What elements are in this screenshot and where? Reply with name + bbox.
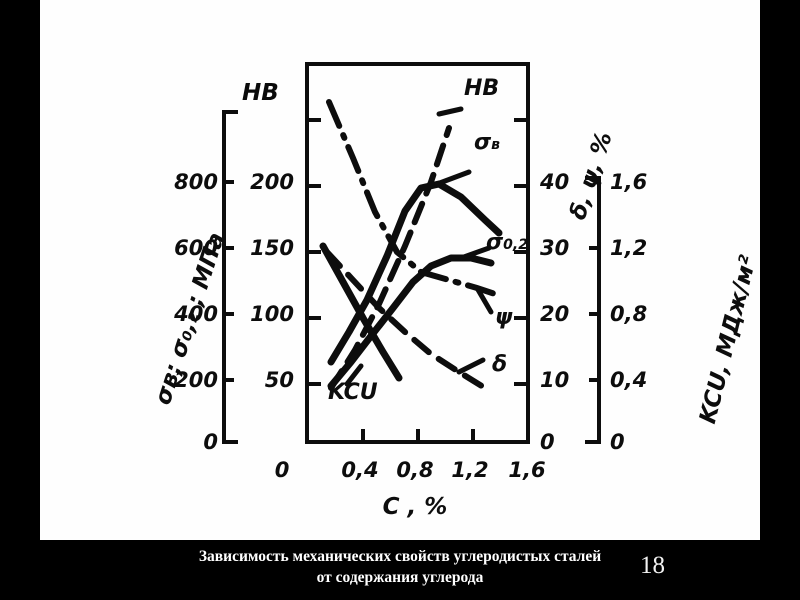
kcu-label-1-2: 1,2 (610, 236, 648, 260)
curve-sigma-v (327, 180, 503, 366)
curve-hb (328, 125, 452, 391)
leader-sigma-v (434, 169, 472, 187)
hb-label-50: 50 (264, 368, 294, 392)
kcu-label-1-6: 1,6 (610, 170, 648, 194)
frame-tick-right-50 (514, 118, 527, 122)
caption-line-2: от содержания углерода (316, 569, 484, 586)
frame-tick-right-10 (514, 382, 527, 386)
leader-sigma-02 (458, 245, 492, 261)
curve-label-sigma-v-symbol: σ (474, 130, 492, 155)
frame-tick-left-150 (308, 250, 321, 254)
frame-tick-left-100 (308, 316, 321, 320)
frame-tick-left-200 (308, 184, 321, 188)
sigma-label-0: 0 (203, 430, 218, 454)
curves-canvas (319, 99, 503, 391)
figure-paper: σв; σ₀,₂ ; МПа HB δ, ψ, % KCU, МДж/м² 80… (40, 0, 762, 540)
x-label-0-8: 0,8 (396, 458, 434, 482)
delta-psi-label-30: 30 (540, 236, 570, 260)
sigma-label-800: 800 (174, 170, 218, 194)
frame-tick-bottom-1-2 (471, 429, 475, 441)
curve-label-sigma-v: σв (474, 130, 500, 155)
sigma-tick-800 (222, 180, 234, 184)
kcu-label-0-8: 0,8 (610, 302, 648, 326)
hb-label-200: 200 (250, 170, 294, 194)
sigma-label-600: 600 (174, 236, 218, 260)
delta-psi-label-20: 20 (540, 302, 570, 326)
figure-caption: Зависимость механических свойств углерод… (0, 540, 800, 600)
delta-psi-label-0: 0 (540, 430, 555, 454)
leader-delta (456, 357, 486, 375)
page-number: 18 (640, 552, 665, 579)
x-label-1-2: 1,2 (451, 458, 489, 482)
curve-psi (326, 99, 498, 297)
axis-title-kcu: KCU, МДж/м² (695, 252, 762, 427)
x-label-0-4: 0,4 (341, 458, 379, 482)
curve-label-sigma-02: σ0,2 (486, 230, 528, 255)
hb-label-150: 150 (250, 236, 294, 260)
sigma-tick-200 (222, 378, 234, 382)
sigma-tick-400 (222, 312, 234, 316)
curve-delta (324, 249, 488, 391)
leader-kcu (344, 363, 364, 387)
kcu-tick-0-8 (589, 312, 601, 316)
frame-tick-right-20 (514, 316, 527, 320)
curve-label-sigma-02-sub: 0,2 (503, 237, 528, 253)
sigma-label-400: 400 (174, 302, 218, 326)
caption-line-1: Зависимость механических свойств углерод… (198, 548, 602, 565)
plot-frame (305, 62, 530, 444)
curve-label-hb: HB (464, 76, 500, 101)
axis-title-x: C , % (382, 494, 448, 520)
frame-tick-left-250 (308, 118, 321, 122)
frame-tick-bottom-0-4 (361, 429, 365, 441)
delta-psi-label-40: 40 (540, 170, 570, 194)
frame-tick-right-40 (514, 184, 527, 188)
axis-title-hb: HB (242, 80, 279, 106)
curve-label-kcu: KCU (328, 380, 378, 405)
sigma-label-200: 200 (174, 368, 218, 392)
kcu-label-0: 0 (610, 430, 625, 454)
x-label-0: 0 (274, 458, 290, 482)
curve-kcu (319, 242, 403, 382)
x-label-1-6: 1,6 (508, 458, 546, 482)
kcu-axis-bracket (585, 176, 601, 444)
kcu-label-0-4: 0,4 (610, 368, 648, 392)
curve-label-psi: ψ (495, 305, 513, 330)
frame-tick-bottom-0-8 (416, 429, 420, 441)
leader-psi (474, 285, 494, 315)
kcu-tick-1-2 (589, 246, 601, 250)
curve-label-delta: δ (492, 352, 508, 377)
leader-hb (436, 106, 464, 117)
curve-label-sigma-v-sub: в (491, 137, 500, 153)
kcu-tick-0-4 (589, 378, 601, 382)
hb-label-100: 100 (250, 302, 294, 326)
frame-tick-left-50 (308, 382, 321, 386)
sigma-tick-600 (222, 246, 234, 250)
delta-psi-label-10: 10 (540, 368, 570, 392)
frame-tick-right-30 (514, 250, 527, 254)
curve-label-sigma-02-symbol: σ (486, 230, 504, 255)
sigma-axis-bracket (222, 110, 238, 444)
